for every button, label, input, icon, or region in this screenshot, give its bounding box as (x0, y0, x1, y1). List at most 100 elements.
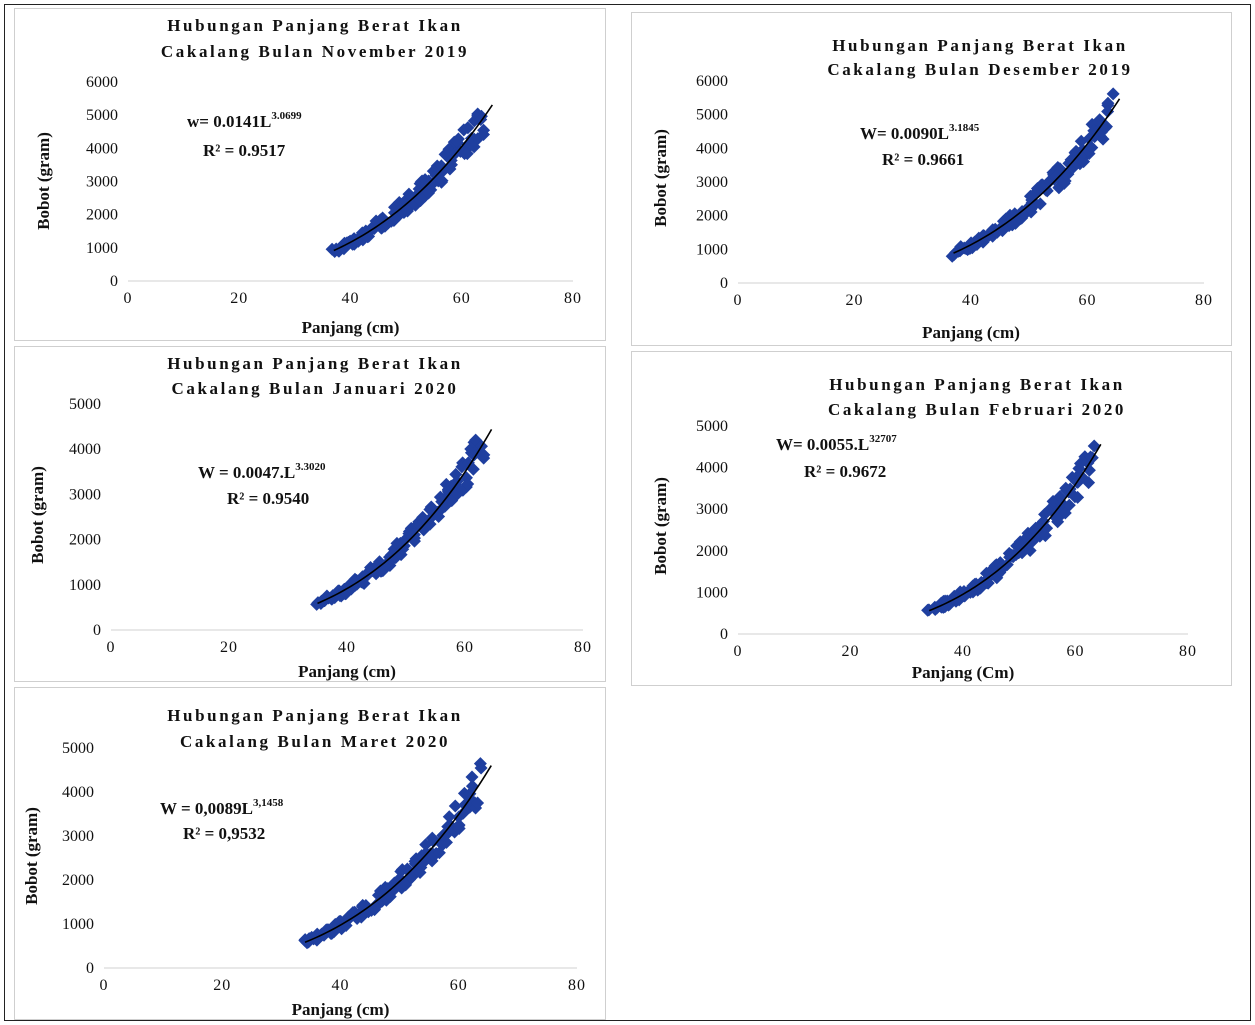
y-tick-label: 3000 (86, 174, 118, 191)
x-tick-label: 20 (846, 292, 864, 309)
data-point (463, 787, 477, 801)
equation-label: W = 0,0089L3,1458 (160, 797, 284, 818)
chart-title-line1: Hubungan Panjang Berat Ikan (829, 375, 1125, 394)
x-tick-label: 20 (213, 977, 231, 994)
data-point (986, 229, 1000, 243)
trendline (928, 443, 1102, 612)
data-point (477, 128, 491, 142)
y-tick-label: 2000 (69, 532, 101, 549)
equation-label: W = 0.0047.L3.3020 (198, 461, 326, 482)
y-tick-label: 2000 (696, 208, 728, 225)
equation-label: W= 0.0090L3.1845 (860, 122, 980, 143)
chart-svg: Hubungan Panjang Berat Ikan Cakalang Bula… (34, 16, 582, 337)
y-axis-label: Bobot (gram) (34, 132, 53, 230)
data-point (1063, 482, 1077, 496)
data-point (471, 796, 485, 810)
x-tick-label: 20 (842, 643, 860, 660)
y-tick-label: 1000 (62, 916, 94, 933)
data-point (465, 779, 479, 793)
y-tick-label: 4000 (69, 441, 101, 458)
x-tick-label: 80 (564, 290, 582, 307)
chart-title-line1: Hubungan Panjang Berat Ikan (167, 354, 463, 373)
equation-exponent: 32707 (869, 433, 897, 445)
trendline (953, 98, 1121, 254)
data-point (1106, 87, 1120, 101)
chart-title-line1: Hubungan Panjang Berat Ikan (167, 706, 463, 725)
data-point (399, 878, 413, 892)
scatter-points (921, 439, 1101, 617)
data-point (465, 770, 479, 784)
chart-title-line1: Hubungan Panjang Berat Ikan (832, 36, 1128, 55)
equation-exponent: 3.3020 (295, 461, 326, 473)
data-point (1096, 132, 1110, 146)
data-point (435, 174, 449, 188)
x-tick-label: 80 (1195, 292, 1213, 309)
r-squared-label: R² = 0.9661 (882, 150, 964, 169)
x-axis-label: Panjang (cm) (292, 1000, 390, 1019)
equation-base: W = 0,0089L (160, 799, 253, 818)
x-axis-label: Panjang (cm) (298, 662, 396, 681)
chart-svg: Hubungan Panjang Berat Ikan Cakalang Bula… (651, 375, 1196, 682)
figure-frame (4, 4, 1251, 1021)
trendline (304, 765, 492, 944)
y-tick-label: 0 (720, 626, 728, 643)
y-tick-label: 2000 (62, 872, 94, 889)
data-point (1071, 490, 1085, 504)
data-point (993, 565, 1007, 579)
data-point (998, 213, 1012, 227)
equation-base: W = 0.0047.L (198, 463, 295, 482)
x-tick-label: 40 (332, 977, 350, 994)
r-squared-label: R² = 0.9540 (227, 489, 309, 508)
data-point (1101, 96, 1115, 110)
y-tick-label: 1000 (696, 241, 728, 258)
data-point (407, 531, 421, 545)
data-point (448, 799, 462, 813)
x-tick-label: 80 (574, 639, 592, 656)
data-point (1087, 439, 1101, 453)
y-tick-label: 2000 (696, 543, 728, 560)
x-tick-label: 60 (1067, 643, 1085, 660)
y-tick-label: 0 (110, 273, 118, 290)
equation-exponent: 3.1845 (949, 122, 980, 134)
scatter-points (325, 107, 491, 258)
data-point (461, 477, 475, 491)
data-point (413, 865, 427, 879)
data-point (1075, 470, 1089, 484)
x-tick-label: 40 (954, 643, 972, 660)
equation-exponent: 3,1458 (253, 797, 284, 809)
y-axis-label: Bobot (gram) (651, 129, 670, 227)
y-tick-label: 1000 (86, 240, 118, 257)
equation-label: w= 0.0141L3.0699 (187, 110, 302, 131)
y-tick-label: 1000 (696, 584, 728, 601)
data-point (1082, 476, 1096, 490)
chart-panel-desember-2019: Hubungan Panjang Berat Ikan Cakalang Bula… (631, 12, 1232, 346)
data-point (1082, 132, 1096, 146)
data-point (401, 204, 415, 218)
x-tick-label: 20 (230, 290, 248, 307)
data-point (1008, 216, 1022, 230)
data-point (452, 818, 466, 832)
y-tick-label: 0 (720, 275, 728, 292)
chart-svg: Hubungan Panjang Berat Ikan Cakalang Bula… (651, 36, 1213, 342)
x-tick-label: 60 (450, 977, 468, 994)
data-point (369, 567, 383, 581)
data-point (1057, 174, 1071, 188)
data-point (1072, 462, 1086, 476)
equation-label: W= 0.0055.L32707 (776, 433, 897, 454)
y-tick-label: 4000 (696, 140, 728, 157)
x-tick-label: 0 (124, 290, 133, 307)
x-tick-label: 80 (568, 977, 586, 994)
chart-title-line2: Cakalang Bulan Februari 2020 (828, 400, 1126, 419)
data-point (952, 593, 966, 607)
data-point (469, 801, 483, 815)
data-point (466, 462, 480, 476)
x-tick-label: 40 (338, 639, 356, 656)
r-squared-label: R² = 0,9532 (183, 824, 265, 843)
data-point (450, 134, 464, 148)
data-point (402, 524, 416, 538)
chart-panel-februari-2020: Hubungan Panjang Berat Ikan Cakalang Bula… (631, 351, 1232, 686)
y-tick-label: 5000 (69, 396, 101, 413)
x-tick-label: 0 (107, 639, 116, 656)
data-point (1038, 529, 1052, 543)
data-point (344, 582, 358, 596)
